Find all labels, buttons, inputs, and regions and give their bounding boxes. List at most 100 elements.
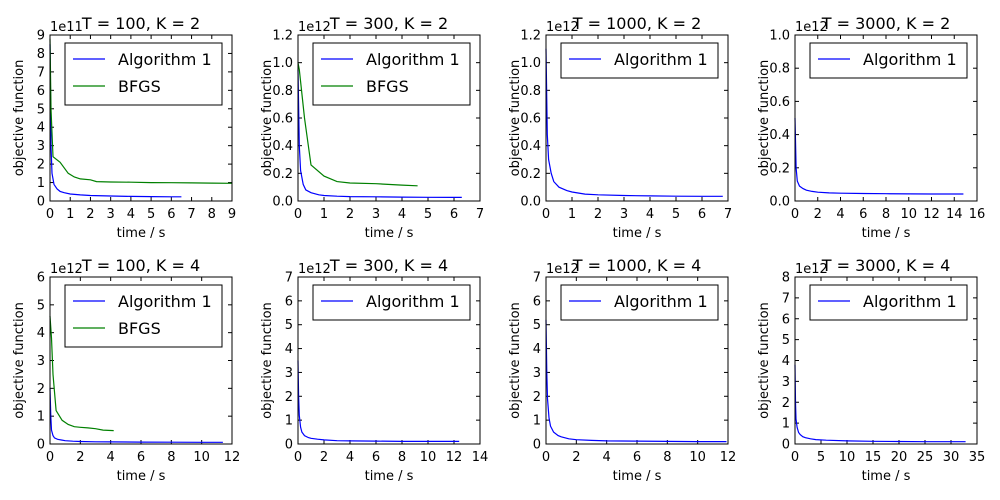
x-tick-label: 0 [294, 207, 302, 222]
y-tick-label: 2 [37, 382, 45, 397]
y-tick-label: 2 [285, 390, 293, 405]
y-tick-label: 7 [533, 271, 541, 286]
y-tick-label: 0.8 [769, 62, 790, 77]
x-tick-label: 0 [791, 450, 799, 465]
y-tick-label: 4 [285, 342, 293, 357]
y-tick-label: 1 [37, 410, 45, 425]
y-tick-label: 0.6 [272, 112, 293, 127]
plot-frame [545, 276, 729, 445]
y-tick-label: 1.2 [520, 29, 541, 44]
series-line-algorithm-1 [297, 360, 460, 442]
y-tick-label: 9 [37, 29, 45, 44]
x-tick-label: 6 [137, 450, 145, 465]
plot-frame [49, 276, 233, 445]
y-tick-label: 0 [37, 438, 45, 453]
legend-box [64, 284, 223, 348]
y-exponent-label: 1e12 [795, 262, 828, 277]
x-tick-label: 5 [147, 207, 155, 222]
x-axis-label: time / s [613, 226, 662, 241]
legend: Algorithm 1 BFGS [64, 284, 223, 348]
y-exponent-label: 1e12 [298, 262, 331, 277]
y-tick-label: 0.4 [769, 128, 790, 143]
legend-box [560, 284, 719, 321]
y-tick-label: 6 [37, 271, 45, 286]
y-tick-label: 8 [782, 271, 790, 286]
x-tick-label: 3 [372, 207, 380, 222]
y-tick-label: 4 [37, 121, 45, 136]
y-tick-label: 1 [285, 414, 293, 429]
x-tick-label: 2 [594, 207, 602, 222]
x-tick-label: 15 [865, 450, 882, 465]
x-tick-label: 6 [633, 450, 641, 465]
x-axis-label: time / s [862, 226, 911, 241]
legend-label: BFGS [366, 77, 409, 96]
x-axis-label: time / s [365, 469, 414, 484]
y-axis-label: objective function [508, 302, 523, 419]
y-tick-label: 8 [37, 47, 45, 62]
y-tick-label: 0.2 [272, 167, 293, 182]
legend: Algorithm 1 [809, 42, 968, 79]
y-tick-label: 1 [37, 176, 45, 191]
plot-frame [794, 34, 978, 202]
x-tick-label: 7 [187, 207, 195, 222]
y-tick-label: 1.0 [272, 56, 293, 71]
x-axis-label: time / s [613, 469, 662, 484]
y-tick-label: 6 [782, 312, 790, 327]
series-line-bfgs [49, 315, 114, 432]
y-tick-label: 0.8 [520, 84, 541, 99]
y-tick-label: 0.4 [520, 139, 541, 154]
series-line-bfgs [297, 62, 418, 187]
x-tick-label: 6 [450, 207, 458, 222]
y-tick-label: 2 [533, 390, 541, 405]
x-tick-label: 10 [420, 450, 437, 465]
y-tick-label: 1 [533, 414, 541, 429]
x-tick-label: 8 [663, 450, 671, 465]
x-tick-label: 2 [346, 207, 354, 222]
legend: Algorithm 1 BFGS [64, 42, 223, 106]
x-tick-label: 7 [724, 207, 732, 222]
plot-frame [545, 34, 729, 202]
series-line-algorithm-1 [794, 364, 966, 443]
y-tick-label: 5 [533, 318, 541, 333]
chart-title: T = 1000, K = 4 [572, 256, 702, 275]
x-tick-label: 4 [346, 450, 354, 465]
legend-box [560, 42, 719, 79]
x-tick-label: 6 [698, 207, 706, 222]
y-axis-label: objective function [260, 60, 275, 177]
x-tick-label: 2 [320, 450, 328, 465]
y-tick-label: 3 [37, 139, 45, 154]
y-tick-label: 2 [782, 396, 790, 411]
series-line-algorithm-1 [545, 319, 727, 443]
x-tick-label: 12 [923, 207, 940, 222]
legend-box [809, 42, 968, 79]
x-tick-label: 10 [689, 450, 706, 465]
x-tick-label: 6 [372, 450, 380, 465]
y-exponent-label: 1e12 [298, 20, 331, 35]
y-tick-label: 0.0 [769, 195, 790, 210]
y-axis-label: objective function [757, 302, 772, 419]
x-tick-label: 0 [46, 450, 54, 465]
x-tick-label: 14 [472, 450, 489, 465]
x-tick-label: 12 [446, 450, 463, 465]
series-line-algorithm-1 [49, 388, 223, 443]
x-tick-label: 0 [791, 207, 799, 222]
y-tick-label: 3 [285, 366, 293, 381]
y-axis-label: objective function [757, 60, 772, 177]
y-exponent-label: 1e12 [546, 262, 579, 277]
y-exponent-label: 1e12 [795, 20, 828, 35]
x-tick-label: 9 [228, 207, 236, 222]
y-tick-label: 2 [37, 158, 45, 173]
y-axis-label: objective function [12, 60, 27, 177]
y-tick-label: 6 [37, 84, 45, 99]
chart-title: T = 300, K = 2 [329, 14, 448, 33]
x-tick-label: 10 [900, 207, 917, 222]
x-tick-label: 20 [891, 450, 908, 465]
y-tick-label: 1.2 [272, 29, 293, 44]
x-tick-label: 14 [946, 207, 963, 222]
x-tick-label: 2 [76, 450, 84, 465]
y-tick-label: 3 [782, 375, 790, 390]
y-tick-label: 0.0 [272, 195, 293, 210]
x-tick-label: 3 [107, 207, 115, 222]
y-tick-label: 6 [533, 294, 541, 309]
